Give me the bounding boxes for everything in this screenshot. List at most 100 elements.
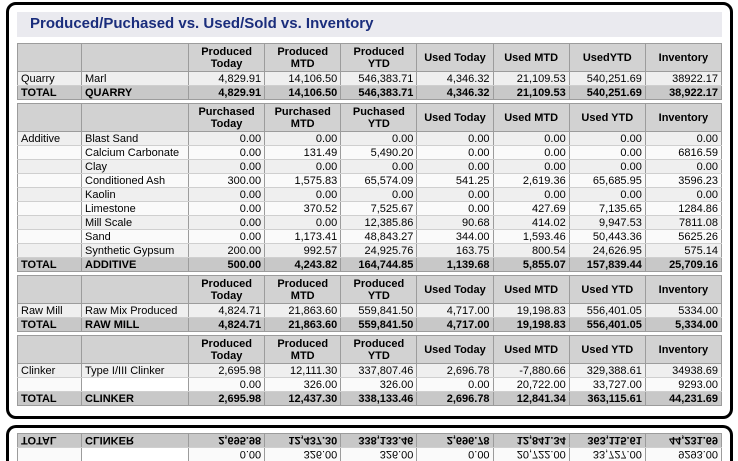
total-value-cell: 25,709.16 (645, 258, 721, 272)
total-value-cell: 1,139.68 (417, 258, 493, 272)
value-cell: 414.02 (493, 216, 569, 230)
value-cell: 9293.00 (645, 448, 721, 461)
header-spacer-cell (82, 104, 189, 132)
value-cell: 326.00 (341, 378, 417, 392)
value-cell: 4,824.71 (189, 304, 265, 318)
value-cell: 38922.17 (645, 72, 721, 86)
value-cell: 541.25 (417, 174, 493, 188)
redacted-item-cell (82, 378, 189, 392)
total-value-cell: 5,855.07 (493, 258, 569, 272)
column-header: Used MTD (493, 104, 569, 132)
item-cell: Calcium Carbonate (82, 146, 189, 160)
value-cell: 427.69 (493, 202, 569, 216)
value-cell: 24,626.95 (569, 244, 645, 258)
value-cell: 0.00 (417, 160, 493, 174)
value-cell: 300.00 (189, 174, 265, 188)
total-value-cell: 12,841.34 (493, 434, 569, 448)
item-cell: Blast Sand (82, 132, 189, 146)
value-cell: 33,727.00 (569, 448, 645, 461)
total-value-cell: 14,106.50 (265, 86, 341, 100)
value-cell: 546,383.71 (341, 72, 417, 86)
total-value-cell: 4,717.00 (417, 318, 493, 332)
value-cell: 7811.08 (645, 216, 721, 230)
value-cell: 5334.00 (645, 304, 721, 318)
value-cell: 9,947.53 (569, 216, 645, 230)
column-header: Produced Today (189, 336, 265, 364)
value-cell: 326.00 (265, 448, 341, 461)
value-cell: 575.14 (645, 244, 721, 258)
category-cell: Additive (18, 132, 82, 146)
value-cell: 5,490.20 (341, 146, 417, 160)
value-cell: 90.68 (417, 216, 493, 230)
column-header: Used MTD (493, 44, 569, 72)
value-cell: 0.00 (569, 132, 645, 146)
item-cell: Raw Mix Produced (82, 304, 189, 318)
value-cell: 0.00 (265, 132, 341, 146)
column-header: Used Today (417, 44, 493, 72)
category-cell (18, 160, 82, 174)
total-value-cell: 157,839.44 (569, 258, 645, 272)
item-cell: Synthetic Gypsum (82, 244, 189, 258)
value-cell: 65,685.95 (569, 174, 645, 188)
total-value-cell: 44,231.69 (645, 434, 721, 448)
value-cell: 4,829.91 (189, 72, 265, 86)
total-value-cell: 21,109.53 (493, 86, 569, 100)
value-cell: 344.00 (417, 230, 493, 244)
value-cell: 0.00 (341, 188, 417, 202)
category-cell (18, 216, 82, 230)
value-cell: 0.00 (493, 188, 569, 202)
item-cell: Marl (82, 72, 189, 86)
category-cell: Quarry (18, 72, 82, 86)
value-cell: 5625.26 (645, 230, 721, 244)
category-cell (18, 230, 82, 244)
value-cell: 48,843.27 (341, 230, 417, 244)
column-header: Produced MTD (265, 44, 341, 72)
value-cell: 2,695.98 (189, 364, 265, 378)
value-cell: 1284.86 (645, 202, 721, 216)
total-value-cell: 2,696.78 (417, 434, 493, 448)
total-value-cell: 5,334.00 (645, 318, 721, 332)
total-label-cell: TOTAL (18, 86, 82, 100)
value-cell: 0.00 (493, 146, 569, 160)
value-cell: 329,388.61 (569, 364, 645, 378)
total-value-cell: 338,133.46 (341, 392, 417, 406)
category-cell (18, 146, 82, 160)
column-header: Produced YTD (341, 336, 417, 364)
value-cell: 0.00 (189, 160, 265, 174)
total-value-cell: 540,251.69 (569, 86, 645, 100)
value-cell: 19,198.83 (493, 304, 569, 318)
value-cell: 0.00 (569, 146, 645, 160)
total-item-cell: QUARRY (82, 86, 189, 100)
value-cell: 2,619.36 (493, 174, 569, 188)
value-cell: 992.57 (265, 244, 341, 258)
value-cell: -7,880.66 (493, 364, 569, 378)
header-spacer-cell (18, 104, 82, 132)
total-value-cell: 12,841.34 (493, 392, 569, 406)
total-value-cell: 363,115.61 (569, 434, 645, 448)
redacted-item-cell (82, 448, 189, 461)
column-header: Used YTD (569, 104, 645, 132)
column-header: Produced YTD (341, 44, 417, 72)
total-value-cell: 363,115.61 (569, 392, 645, 406)
column-header: Used MTD (493, 336, 569, 364)
column-header: Used Today (417, 104, 493, 132)
value-cell: 2,696.78 (417, 364, 493, 378)
column-header: Purchased Today (189, 104, 265, 132)
value-cell: 540,251.69 (569, 72, 645, 86)
column-header: Produced YTD (341, 276, 417, 304)
